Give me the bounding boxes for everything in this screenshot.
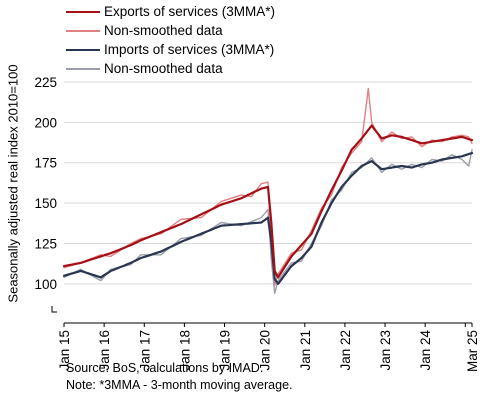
legend-swatch-exports-raw bbox=[66, 29, 100, 32]
legend-item-imports-raw: Non-smoothed data bbox=[66, 59, 275, 78]
x-tick-label: Jan 22 bbox=[338, 330, 353, 371]
series-line-imports bbox=[62, 152, 474, 285]
y-tick-label: 225 bbox=[34, 75, 57, 90]
y-tick-label: 125 bbox=[34, 236, 57, 251]
series-lines bbox=[62, 87, 474, 295]
note-line: Note: *3MMA - 3-month moving average. bbox=[66, 378, 293, 392]
legend-swatch-exports bbox=[66, 10, 100, 13]
x-tick-label: Jan 21 bbox=[298, 330, 313, 371]
y-tick-label: 175 bbox=[34, 156, 57, 171]
legend-item-imports: Imports of services (3MMA*) bbox=[66, 40, 275, 59]
series-line-exports bbox=[62, 124, 474, 279]
legend-swatch-imports bbox=[66, 48, 100, 51]
x-tick-label: Jan 17 bbox=[137, 330, 152, 371]
x-tick-label: Jan 20 bbox=[258, 330, 273, 371]
x-tick-label: Jan 16 bbox=[97, 330, 112, 371]
legend-swatch-imports-raw bbox=[66, 67, 100, 70]
y-tick-labels: 100 125 150 175 200 225 bbox=[34, 75, 57, 313]
x-axis: Jan 15 Jan 16 Jan 17 Jan 18 Jan 19 Jan 20 Jan … bbox=[57, 322, 480, 372]
x-tick-label: Jan 15 bbox=[57, 330, 72, 371]
y-tick-label: 150 bbox=[34, 196, 57, 211]
x-tick-label: Mar 25 bbox=[465, 330, 480, 372]
source-note: Source: BoS, calculations by IMAD. Note:… bbox=[66, 360, 293, 394]
x-tick-label: Jan 23 bbox=[378, 330, 393, 371]
y-tick-label: 200 bbox=[34, 115, 57, 130]
x-tick-label: Jan 18 bbox=[177, 330, 192, 371]
x-tick-label: Jan 24 bbox=[418, 330, 433, 371]
legend: Exports of services (3MMA*) Non-smoothed… bbox=[66, 2, 275, 78]
legend-item-exports-raw: Non-smoothed data bbox=[66, 21, 275, 40]
x-tick-label: Jan 19 bbox=[218, 330, 233, 371]
legend-label-imports: Imports of services (3MMA*) bbox=[104, 42, 275, 57]
y-tick-label: 100 bbox=[34, 277, 57, 292]
y-axis-label: Seasonally adjusted real index 2010=100 bbox=[5, 64, 21, 303]
legend-label-imports-raw: Non-smoothed data bbox=[104, 61, 223, 76]
source-line: Source: BoS, calculations by IMAD. bbox=[66, 361, 264, 375]
axis-break-icon bbox=[51, 306, 57, 313]
legend-label-exports: Exports of services (3MMA*) bbox=[104, 4, 276, 19]
legend-label-exports-raw: Non-smoothed data bbox=[104, 23, 223, 38]
legend-item-exports: Exports of services (3MMA*) bbox=[66, 2, 275, 21]
